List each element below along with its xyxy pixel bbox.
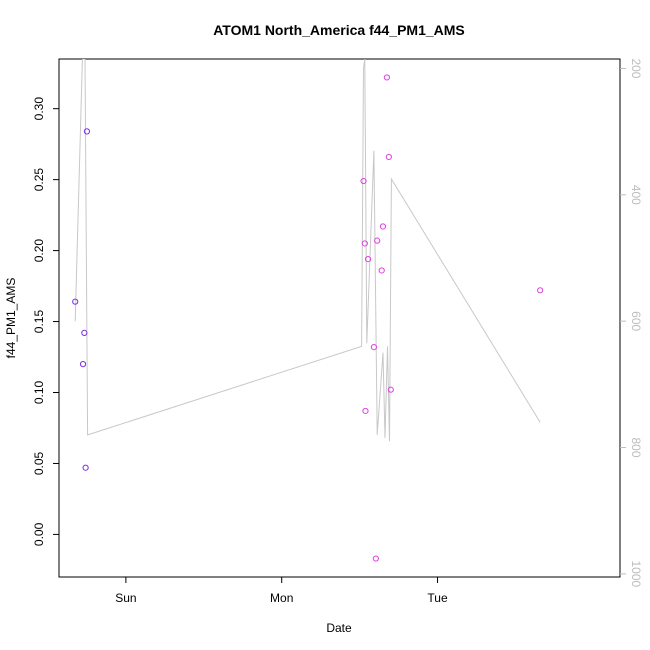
data-point [383,74,390,81]
y-axis-label: f44_PM1_AMS [4,278,18,359]
data-point [379,223,387,230]
line-series [74,59,541,442]
x-tick-label: Tue [427,591,448,605]
y-tick-label: 0.20 [32,239,46,263]
data-point [374,237,381,244]
line-series-path [74,59,541,442]
data-point [83,128,91,135]
y-axis-right: 200 400 600 800 1000 [620,58,643,588]
data-point [385,153,392,161]
right-tick-label: 600 [629,311,643,331]
data-point [387,386,394,393]
scatter-points [72,74,544,562]
plot-frame [58,58,621,578]
y-tick-label: 0.05 [32,451,46,475]
right-tick-label: 200 [629,58,643,78]
x-axis-label: Date [326,621,352,635]
y-tick-label: 0.00 [32,522,46,546]
data-point [81,329,88,337]
data-point [82,464,89,471]
right-tick-label: 1000 [629,560,643,587]
y-tick-label: 0.30 [32,97,46,121]
data-point [362,407,369,415]
data-point [537,287,544,294]
data-point [372,555,379,562]
y-axis-left: 0.00 0.05 0.10 0.15 0.20 0.25 0.30 [32,97,59,546]
y-tick-label: 0.15 [32,310,46,334]
chart-title: ATOM1 North_America f44_PM1_AMS [213,22,465,38]
data-point [360,177,367,185]
data-point [370,343,378,351]
data-point [361,240,368,247]
y-tick-label: 0.25 [32,168,46,192]
data-point [378,267,385,274]
x-tick-label: Sun [115,591,136,605]
right-tick-label: 400 [629,185,643,205]
right-tick-label: 800 [629,437,643,457]
data-point [72,298,79,305]
x-axis: Sun Mon Tue [115,577,448,605]
data-point [364,256,372,263]
x-tick-label: Mon [270,591,293,605]
y-tick-label: 0.10 [32,381,46,405]
data-point [79,361,87,368]
